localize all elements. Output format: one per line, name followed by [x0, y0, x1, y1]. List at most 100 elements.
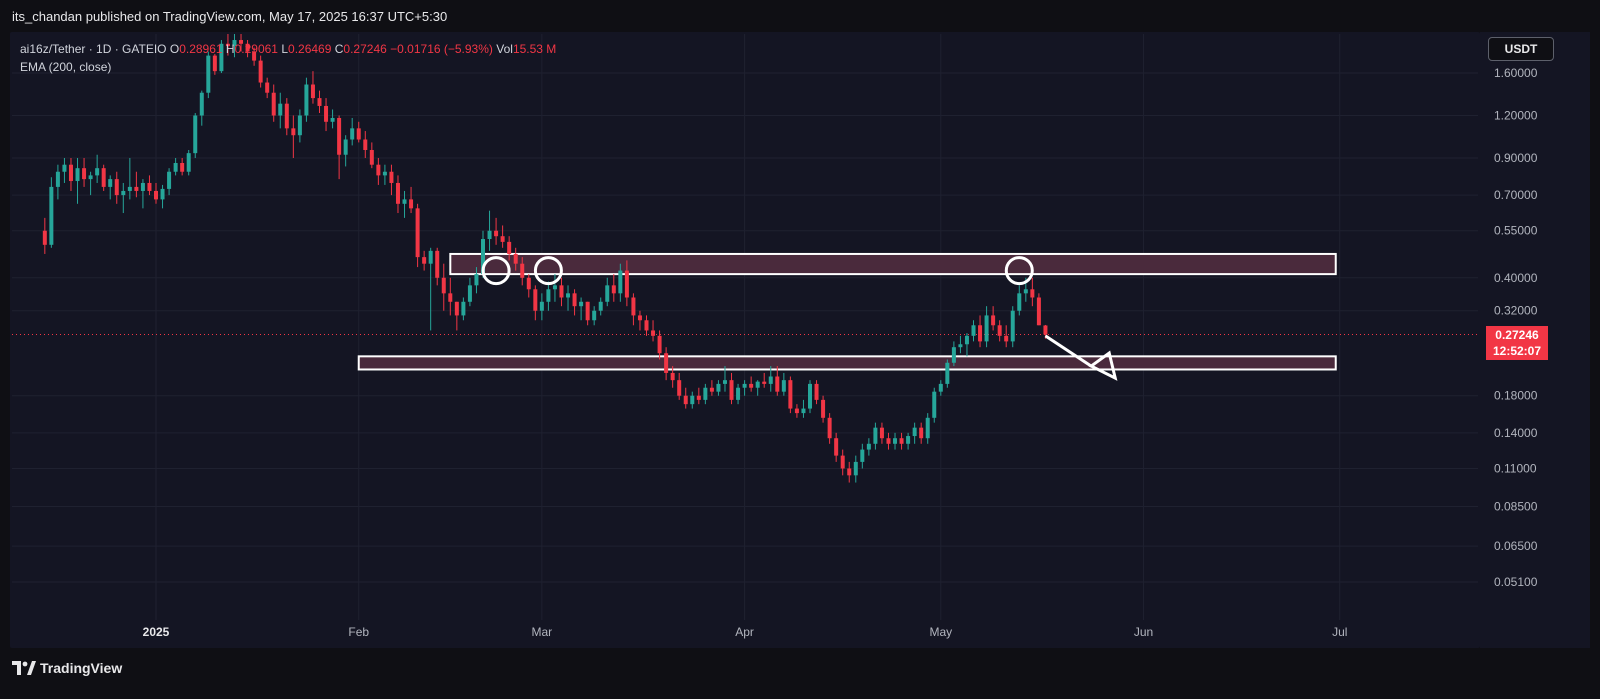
candle-body[interactable] [324, 105, 329, 122]
candle-body[interactable] [755, 381, 760, 388]
candle-body[interactable] [500, 236, 505, 242]
candle-body[interactable] [1030, 289, 1035, 298]
candle-body[interactable] [736, 387, 741, 400]
highlight-circle[interactable] [533, 256, 563, 286]
candle-body[interactable] [840, 455, 845, 469]
candle-body[interactable] [245, 43, 250, 52]
tradingview-logo[interactable]: TradingView [12, 660, 122, 676]
candle-body[interactable] [415, 208, 420, 258]
candle-body[interactable] [199, 92, 204, 116]
candle-body[interactable] [552, 285, 557, 290]
candle-body[interactable] [821, 399, 826, 418]
candle-body[interactable] [677, 380, 682, 396]
candle-body[interactable] [788, 380, 793, 409]
projection-arrow-line[interactable] [1044, 334, 1093, 368]
candle-body[interactable] [258, 60, 263, 83]
candle-body[interactable] [134, 186, 139, 191]
candle-body[interactable] [95, 168, 100, 176]
candle-body[interactable] [422, 257, 427, 264]
candle-body[interactable] [160, 188, 165, 200]
candle-body[interactable] [592, 310, 597, 321]
candle-body[interactable] [474, 274, 479, 286]
ema-indicator-label[interactable]: EMA (200, close) [20, 60, 112, 74]
highlight-circle[interactable] [481, 256, 511, 286]
candle-body[interactable] [794, 408, 799, 414]
candle-body[interactable] [219, 43, 224, 72]
highlight-circle[interactable] [1004, 256, 1034, 286]
candle-body[interactable] [971, 325, 976, 336]
candle-body[interactable] [899, 438, 904, 444]
candle-body[interactable] [252, 51, 257, 61]
candle-body[interactable] [742, 383, 747, 388]
candle-body[interactable] [906, 436, 911, 444]
candle-body[interactable] [101, 168, 106, 187]
candle-body[interactable] [984, 315, 989, 342]
candle-body[interactable] [520, 263, 525, 278]
candle-body[interactable] [912, 427, 917, 437]
candle-body[interactable] [1043, 325, 1048, 335]
candle-body[interactable] [121, 190, 126, 196]
candle-body[interactable] [395, 182, 400, 204]
candle-body[interactable] [343, 139, 348, 155]
candle-body[interactable] [193, 115, 198, 154]
candle-body[interactable] [932, 391, 937, 418]
candle-body[interactable] [579, 301, 584, 307]
candle-body[interactable] [651, 330, 656, 336]
candle-body[interactable] [808, 383, 812, 409]
candle-body[interactable] [271, 92, 276, 116]
candle-body[interactable] [278, 103, 283, 116]
candle-body[interactable] [284, 103, 289, 129]
candle-body[interactable] [945, 362, 950, 384]
candle-body[interactable] [670, 372, 675, 381]
candle-body[interactable] [487, 230, 492, 240]
candle-body[interactable] [310, 84, 315, 99]
candle-body[interactable] [572, 293, 577, 307]
candle-body[interactable] [696, 395, 701, 400]
candle-body[interactable] [618, 270, 623, 294]
candle-body[interactable] [879, 427, 884, 439]
candle-body[interactable] [435, 250, 440, 278]
candle-body[interactable] [55, 171, 60, 187]
candle-body[interactable] [814, 383, 819, 400]
candle-body[interactable] [938, 383, 943, 392]
candle-body[interactable] [1023, 289, 1028, 294]
indicator-row[interactable]: EMA (200, close) [20, 58, 556, 76]
candle-body[interactable] [958, 344, 963, 348]
candle-body[interactable] [304, 84, 309, 116]
candle-body[interactable] [546, 289, 551, 302]
candle-body[interactable] [167, 171, 172, 189]
candle-body[interactable] [716, 383, 721, 392]
candle-body[interactable] [265, 82, 270, 93]
candle-body[interactable] [964, 335, 969, 345]
candle-body[interactable] [860, 449, 865, 462]
candle-body[interactable] [526, 277, 531, 290]
candle-body[interactable] [239, 40, 244, 44]
candle-body[interactable] [75, 168, 80, 182]
candle-body[interactable] [232, 40, 237, 47]
candle-body[interactable] [376, 164, 381, 176]
candle-body[interactable] [461, 301, 466, 316]
candle-body[interactable] [827, 417, 832, 439]
candle-body[interactable] [1017, 293, 1022, 311]
candle-body[interactable] [297, 115, 302, 136]
candle-body[interactable] [919, 427, 924, 439]
candle-body[interactable] [762, 381, 767, 384]
candle-body[interactable] [88, 175, 93, 180]
candle-body[interactable] [212, 55, 217, 72]
support-zone[interactable] [357, 355, 1337, 371]
candle-body[interactable] [978, 325, 983, 342]
candle-body[interactable] [49, 186, 54, 245]
candle-body[interactable] [507, 241, 512, 254]
candle-body[interactable] [173, 162, 178, 172]
candle-body[interactable] [382, 171, 387, 176]
candle-body[interactable] [225, 43, 230, 47]
candle-body[interactable] [533, 289, 538, 311]
candle-body[interactable] [690, 395, 695, 405]
resistance-zone[interactable] [449, 252, 1337, 276]
candle-body[interactable] [566, 293, 571, 298]
candle-body[interactable] [42, 230, 47, 245]
candle-body[interactable] [140, 182, 145, 191]
candle-body[interactable] [997, 325, 1002, 336]
candle-body[interactable] [801, 408, 806, 414]
